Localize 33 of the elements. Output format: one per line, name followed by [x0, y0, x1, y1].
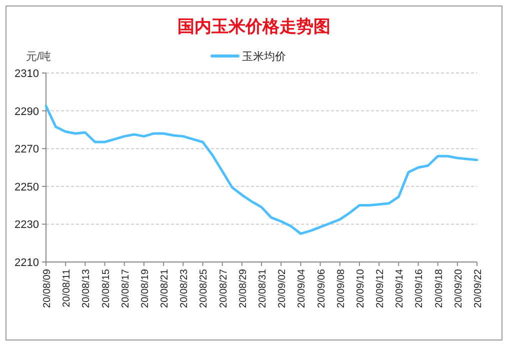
x-tick-label: 20/09/10 [355, 268, 366, 308]
x-tick-label: 20/09/18 [434, 268, 445, 308]
x-tick-label: 20/08/27 [218, 268, 230, 308]
x-tick-label: 20/09/20 [453, 268, 464, 308]
x-tick-label: 20/08/31 [258, 268, 268, 308]
y-tick-label: 2270 [14, 144, 39, 156]
x-tick-label: 20/09/02 [277, 268, 288, 308]
x-tick-label: 20/09/06 [316, 268, 328, 308]
legend-label: 玉米均价 [242, 50, 286, 63]
x-tick-label: 20/08/13 [81, 268, 92, 308]
x-tick-label: 20/09/12 [375, 268, 386, 308]
x-tick-label: 20/09/04 [296, 268, 308, 308]
y-tick-label: 2290 [14, 106, 39, 118]
y-tick-label: 2210 [14, 257, 39, 269]
x-tick-label: 20/09/22 [473, 268, 484, 308]
x-tick-label: 20/09/14 [394, 268, 406, 308]
y-tick-label: 2230 [14, 219, 39, 232]
x-tick-label: 20/08/11 [62, 268, 73, 308]
x-tick-label: 20/09/08 [336, 268, 347, 308]
x-tick-label: 20/08/29 [238, 268, 249, 308]
y-tick-label: 2250 [14, 181, 39, 194]
x-tick-label: 20/08/25 [198, 268, 210, 308]
x-tick-label: 20/08/19 [140, 268, 151, 308]
x-tick-label: 20/08/17 [120, 268, 132, 308]
x-tick-label: 20/08/21 [160, 268, 171, 308]
x-tick-label: 20/09/16 [414, 268, 426, 308]
x-tick-label: 20/08/09 [42, 268, 53, 308]
y-axis-title: 元/吨 [26, 50, 52, 63]
line-series [44, 104, 478, 235]
y-tick-label: 2310 [14, 68, 39, 80]
x-tick-label: 20/08/23 [179, 268, 190, 308]
chart-title: 国内玉米价格走势图 [178, 17, 330, 36]
x-tick-label: 20/08/15 [100, 268, 112, 308]
